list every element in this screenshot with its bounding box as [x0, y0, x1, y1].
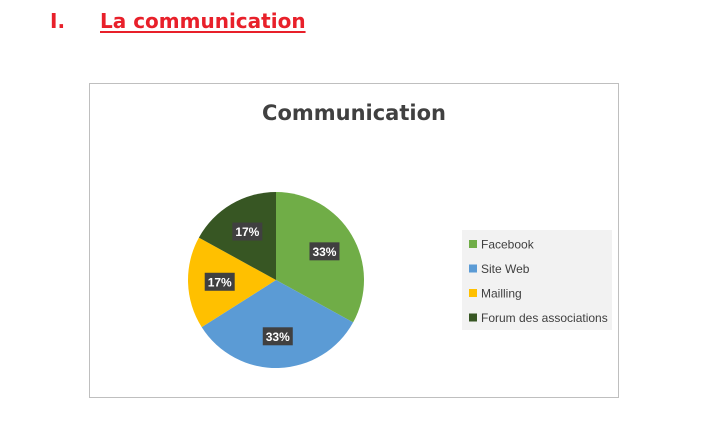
data-label-bg	[262, 327, 293, 346]
legend-label: Facebook	[481, 238, 535, 252]
data-label-bg	[204, 272, 235, 291]
data-label: 17%	[208, 275, 232, 289]
chart-container: Communication 33% 33% 17% 17% Facebook Site …	[89, 83, 619, 398]
pie-chart: Communication 33% 33% 17% 17% Facebook Site …	[188, 101, 612, 368]
data-labels: 33% 33% 17% 17%	[204, 222, 340, 346]
data-label: 33%	[266, 330, 290, 344]
section-number: I.	[50, 9, 66, 33]
data-label-bg	[232, 222, 263, 241]
pie-slice-site-web	[201, 280, 354, 368]
legend-label: Mailling	[481, 287, 522, 301]
data-label: 33%	[312, 245, 336, 259]
chart-legend: Facebook Site Web Mailling Forum des associ…	[462, 230, 612, 330]
data-label: 17%	[235, 225, 259, 239]
legend-swatch	[469, 289, 477, 297]
section-title: La communication	[100, 9, 306, 33]
legend-background	[462, 230, 612, 330]
legend-swatch	[469, 313, 477, 322]
legend-swatch	[469, 264, 477, 273]
legend-label: Site Web	[481, 262, 530, 276]
chart-title: Communication	[262, 101, 446, 125]
legend-swatch	[469, 240, 477, 248]
section-heading: I. La communication	[50, 6, 306, 36]
legend-label: Forum des associations	[481, 311, 608, 325]
data-label-bg	[309, 242, 340, 261]
